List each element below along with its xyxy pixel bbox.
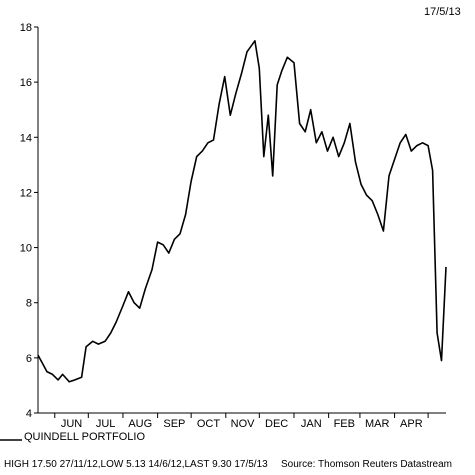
y-tick-label: 18: [20, 22, 32, 34]
y-tick-label: 6: [26, 353, 32, 365]
x-tick-label: AUG: [128, 418, 152, 430]
x-tick-label: JUL: [96, 418, 116, 430]
y-tick-label: 10: [20, 243, 32, 255]
y-axis-ticks: 4 6 8 10 12 14 16 18: [20, 22, 38, 420]
footer-source: Source: Thomson Reuters Datastream: [281, 459, 452, 470]
x-tick-label: JUN: [61, 418, 82, 430]
legend-label: QUINDELL PORTFOLIO: [24, 431, 145, 443]
x-axis-ticks: JUN JUL AUG SEP OCT NOV DEC JAN FEB MAR APR: [54, 413, 429, 430]
x-tick-label: DEC: [265, 418, 288, 430]
date-label: 17/5/13: [424, 6, 461, 18]
x-tick-label: JAN: [301, 418, 322, 430]
y-tick-label: 8: [26, 298, 32, 310]
x-tick-label: NOV: [231, 418, 256, 430]
x-tick-label: APR: [400, 418, 423, 430]
footer-stats: HIGH 17.50 27/11/12,LOW 5.13 14/6/12,LAS…: [4, 459, 268, 470]
y-tick-label: 4: [26, 408, 32, 420]
x-tick-label: FEB: [334, 418, 355, 430]
x-tick-label: OCT: [197, 418, 221, 430]
y-tick-label: 14: [20, 132, 32, 144]
y-tick-label: 16: [20, 77, 32, 89]
x-tick-label: SEP: [163, 418, 185, 430]
y-tick-label: 12: [20, 187, 32, 199]
x-tick-label: MAR: [365, 418, 390, 430]
series-line-quindell: [37, 40, 447, 383]
